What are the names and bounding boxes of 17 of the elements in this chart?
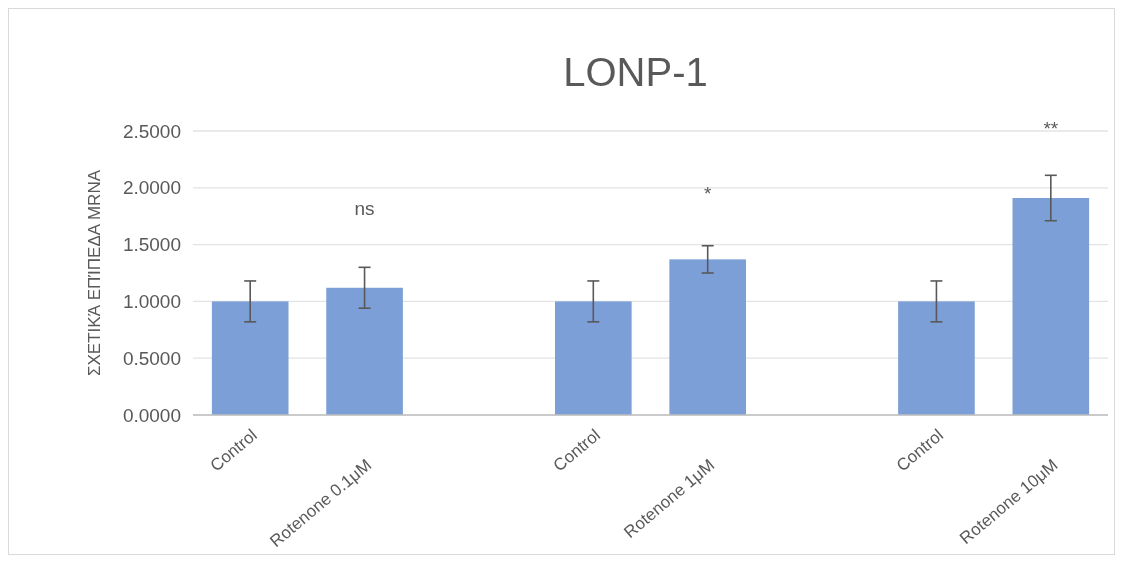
y-tick-label: 0.0000 [122,404,181,426]
bar [1012,198,1090,415]
y-axis-title: ΣΧΕΤΙΚΆ ΕΠΊΠΕΔΑ MRNA [85,169,104,376]
y-tick-label: 2.5000 [122,120,181,142]
annotation: ** [1043,118,1059,140]
bar [211,301,289,415]
annotation: * [703,182,712,204]
bar [555,301,632,415]
bar [898,301,975,415]
annotation: ns [354,198,375,220]
bar [326,287,403,415]
y-tick-label: 2.0000 [122,177,181,199]
y-tick-label: 1.5000 [122,234,181,256]
y-tick-label: 0.5000 [122,347,181,369]
bar [669,259,746,415]
chart-title: LONP-1 [563,50,708,94]
y-tick-label: 1.0000 [122,291,181,313]
